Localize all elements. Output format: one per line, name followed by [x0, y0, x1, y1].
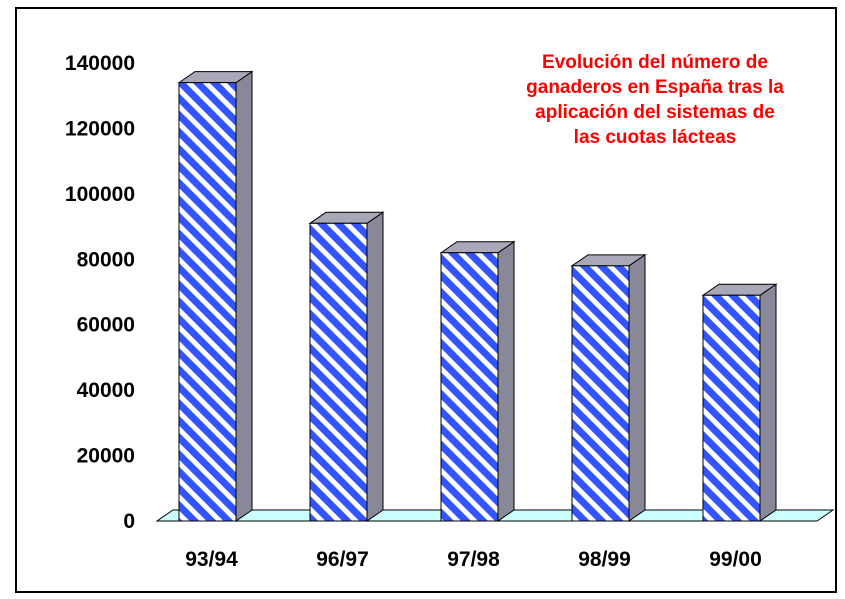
bar-side: [235, 70, 253, 522]
x-tick-label: 98/99: [578, 548, 631, 571]
bar-93-94: [177, 70, 254, 522]
chart-title: Evolución del número de ganaderos en Espa…: [526, 52, 784, 148]
bar-side: [628, 253, 646, 522]
chart-title-line: ganaderos en España tras la: [526, 77, 784, 98]
x-tick-label: 99/00: [709, 548, 762, 571]
y-tick-label: 0: [123, 510, 135, 533]
y-tick-label: 40000: [77, 379, 135, 402]
bar-front: [702, 294, 761, 522]
bar-front: [440, 252, 499, 522]
bar-side: [759, 283, 777, 522]
y-tick-label: 100000: [65, 183, 135, 206]
y-tick-label: 80000: [77, 248, 135, 271]
chart-frame: 0 20000 40000 60000 80000 100000 120000 140000 …: [15, 7, 837, 593]
bar-chart: 020000400006000080000100000120000140000 …: [65, 52, 835, 571]
chart-title-line: aplicación del sistemas de: [535, 102, 775, 123]
bar-side: [366, 211, 384, 522]
chart-title-line: Evolución del número de: [542, 52, 768, 73]
bar-front: [309, 222, 368, 522]
bar-97-98: [439, 240, 516, 522]
y-tick-label: 140000: [65, 52, 135, 75]
x-tick-label: 97/98: [447, 548, 500, 571]
x-tick-label: 96/97: [316, 548, 369, 571]
y-tick-label: 20000: [77, 445, 135, 468]
bar-99-00: [701, 283, 778, 522]
bar-front: [178, 82, 237, 522]
y-tick-label: 60000: [77, 314, 135, 337]
bar-front: [571, 265, 630, 522]
x-tick-label: 93/94: [185, 548, 238, 571]
y-tick-label: 120000: [65, 117, 135, 140]
bar-98-99: [570, 253, 647, 522]
bar-side: [497, 240, 515, 522]
bar-96-97: [308, 211, 385, 522]
chart-title-line: las cuotas lácteas: [574, 127, 737, 148]
